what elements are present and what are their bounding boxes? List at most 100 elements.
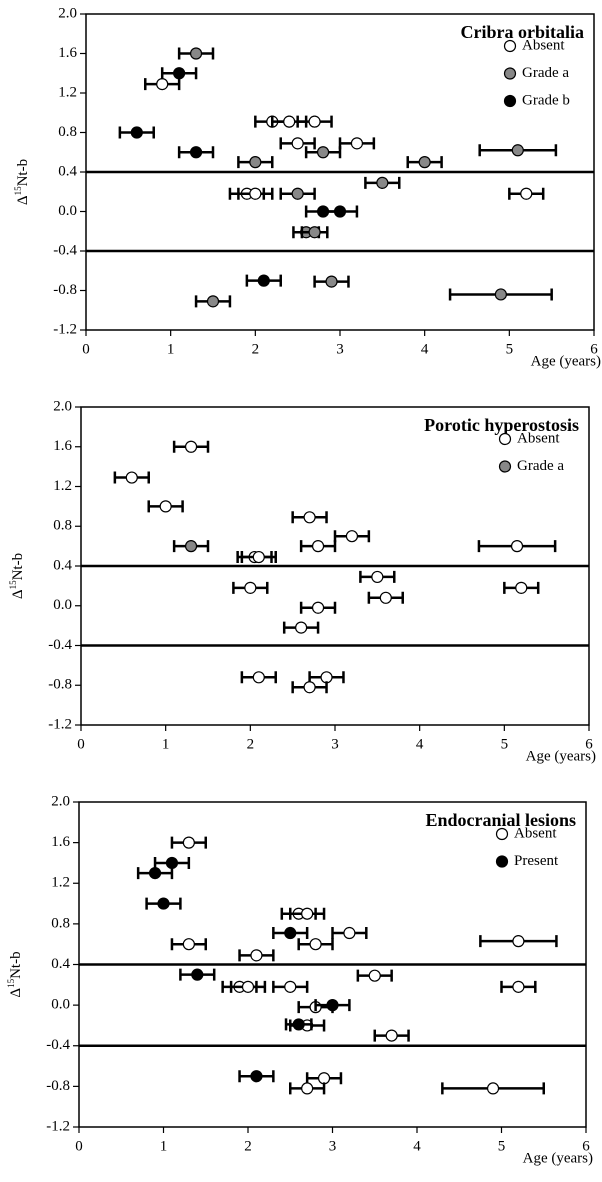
y-tick-label: 1.6: [58, 45, 77, 61]
point: [249, 187, 262, 200]
point: [184, 440, 198, 453]
legend-marker: [495, 855, 509, 868]
point: [303, 511, 316, 524]
point: [303, 681, 316, 694]
y-axis-label: Δ15Nt-b: [8, 553, 26, 599]
x-tick-label: 3: [331, 736, 339, 752]
point: [184, 540, 198, 553]
point: [252, 671, 265, 684]
point: [156, 78, 169, 91]
panel-title: Porotic hyperostosis: [424, 415, 579, 435]
point: [189, 146, 203, 159]
x-tick-label: 1: [167, 341, 175, 357]
x-tick-label: 2: [252, 341, 260, 357]
point: [291, 137, 304, 150]
y-tick-label: -0.4: [53, 242, 77, 258]
point: [326, 999, 339, 1012]
point: [512, 935, 525, 948]
legend-label: Absent: [514, 825, 557, 841]
y-axis-label-part: 15: [13, 186, 23, 196]
y-tick-label: 0.0: [53, 597, 72, 613]
x-tick-label: 4: [413, 1138, 421, 1154]
point: [165, 856, 179, 870]
point: [292, 1018, 305, 1031]
x-tick-label: 2: [247, 736, 255, 752]
point: [385, 1029, 398, 1042]
point: [320, 671, 333, 684]
y-tick-label: 1.2: [51, 875, 70, 891]
point: [333, 205, 347, 218]
y-tick-label: -0.8: [53, 282, 77, 298]
x-tick-label: 6: [585, 736, 593, 752]
point: [252, 550, 265, 564]
point: [325, 275, 338, 288]
legend-label: Absent: [517, 430, 560, 446]
panel: 2.0 1.6 1.2 0.8 0.4 0.0 -0.4 -0.8 -1.2 0 1 2 3 4 5 6Age…: [13, 5, 601, 369]
point: [317, 1072, 331, 1085]
point: [295, 621, 308, 634]
x-tick-label: 6: [582, 1138, 590, 1154]
point: [494, 288, 507, 301]
point: [189, 47, 203, 60]
x-tick-label: 4: [421, 341, 429, 357]
y-axis-label-part: Nt-b: [10, 553, 26, 581]
point: [486, 1082, 500, 1095]
point: [376, 176, 389, 189]
point: [182, 836, 195, 849]
y-tick-label: 2.0: [51, 793, 70, 809]
y-tick-label: 1.2: [53, 478, 72, 494]
y-axis-label-part: Δ: [10, 589, 26, 599]
legend-marker: [498, 432, 512, 446]
legend-marker: [503, 67, 517, 80]
point: [510, 540, 524, 553]
y-tick-label: 1.6: [53, 438, 72, 454]
y-axis-label-part: 15: [8, 580, 18, 590]
point: [511, 144, 524, 157]
legend-label: Present: [514, 853, 559, 869]
y-axis-label: Δ15Nt-b: [13, 159, 31, 205]
point: [244, 581, 257, 594]
point: [311, 601, 325, 614]
point: [241, 980, 255, 993]
legend-marker: [503, 94, 517, 108]
y-tick-label: -1.2: [53, 321, 77, 337]
point: [284, 926, 297, 940]
point: [148, 866, 162, 880]
y-tick-label: 0.8: [58, 124, 77, 140]
point: [250, 1070, 263, 1083]
legend-marker: [495, 827, 509, 841]
panel: 2.0 1.6 1.2 0.8 0.4 0.0 -0.4 -0.8 -1.2 0 1 2 3 4 5 6Age…: [6, 793, 593, 1166]
y-tick-label: -0.8: [48, 677, 72, 693]
legend-label: Grade a: [517, 458, 564, 474]
point: [291, 187, 304, 200]
point: [284, 980, 297, 993]
x-tick-label: 2: [244, 1138, 252, 1154]
legend-label: Absent: [522, 37, 565, 53]
y-tick-label: 2.0: [53, 398, 72, 414]
y-tick-label: 0.8: [53, 518, 72, 534]
point: [520, 187, 533, 200]
legend-marker: [503, 39, 517, 53]
point: [206, 295, 220, 308]
panel-title: Cribra orbitalia: [461, 22, 585, 42]
point: [249, 156, 262, 169]
y-axis-label-part: Δ: [8, 988, 24, 998]
legend-label: Grade b: [522, 92, 570, 108]
point: [350, 137, 364, 150]
point: [308, 226, 321, 239]
point: [130, 126, 143, 139]
y-tick-label: 0.4: [58, 163, 77, 179]
x-tick-label: 1: [160, 1138, 168, 1154]
point: [379, 591, 392, 604]
point: [159, 500, 172, 513]
x-tick-label: 0: [77, 736, 85, 752]
point: [512, 980, 525, 993]
y-tick-label: 0.4: [53, 557, 72, 573]
y-axis-label: Δ15Nt-b: [6, 951, 24, 997]
panel-title: Endocranial lesions: [425, 810, 576, 830]
point: [368, 969, 381, 982]
point: [309, 938, 322, 951]
legend-label: Grade a: [522, 65, 569, 81]
point: [515, 581, 528, 594]
